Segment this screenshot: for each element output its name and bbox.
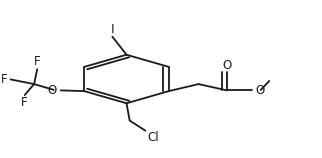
Text: F: F [1, 73, 7, 86]
Text: F: F [21, 96, 28, 109]
Text: O: O [256, 84, 265, 97]
Text: O: O [48, 84, 57, 97]
Text: Cl: Cl [147, 131, 158, 144]
Text: F: F [34, 55, 41, 68]
Text: I: I [110, 23, 114, 36]
Text: O: O [222, 59, 232, 72]
